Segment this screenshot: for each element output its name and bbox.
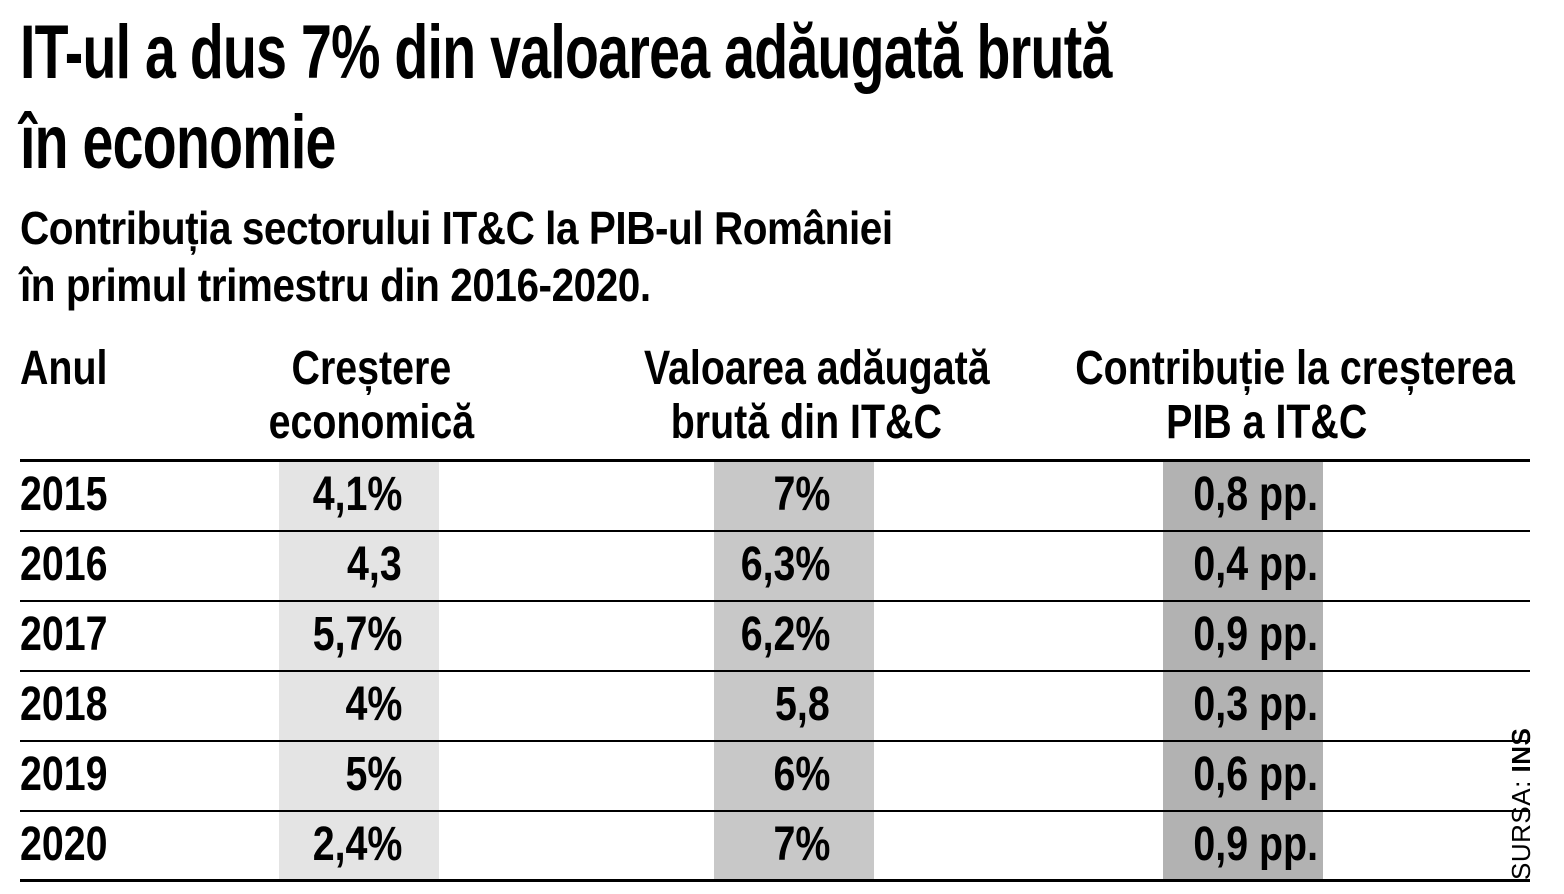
source-label: SURSA: (1506, 780, 1536, 880)
table-bottom-rule (20, 879, 1530, 882)
year-cell: 2017 (20, 608, 108, 661)
table-row: 2020 2,4% 7% 0,9 pp. (0, 810, 1564, 880)
row-rule (20, 530, 1530, 532)
growth-cell: 5,7% (312, 608, 402, 661)
chart-subtitle: Contribuția sectorului IT&C la PIB-ul Ro… (20, 200, 1012, 314)
source-credit: SURSA: INS (1506, 727, 1536, 880)
subtitle-line-2: în primul trimestru din 2016-2020. (20, 259, 651, 311)
vab-cell: 6,2% (740, 608, 830, 661)
row-rule (20, 600, 1530, 602)
col-header-contributie-pib: Contribuție la creșterea PIB a IT&C (1075, 342, 1515, 449)
growth-cell: 4,1% (312, 468, 402, 521)
page-title: IT-ul a dus 7% din valoarea adăugată bru… (20, 8, 1515, 188)
contrib-cell: 0,4 pp. (1193, 538, 1318, 591)
year-cell: 2018 (20, 678, 108, 731)
contrib-cell: 0,3 pp. (1193, 678, 1318, 731)
title-line-2: în economie (20, 100, 336, 185)
vab-cell: 6,3% (740, 538, 830, 591)
header-rule (20, 459, 1530, 462)
contrib-cell: 0,6 pp. (1193, 748, 1318, 801)
vab-cell: 6% (773, 748, 830, 801)
source-value: INS (1506, 727, 1536, 773)
contrib-cell: 0,9 pp. (1193, 818, 1318, 871)
col-header-valoarea-adaugata: Valoarea adăugată brută din IT&C (643, 342, 990, 449)
year-cell: 2019 (20, 748, 108, 801)
table-row: 2016 4,3 6,3% 0,4 pp. (0, 530, 1564, 600)
row-rule (20, 740, 1530, 742)
growth-cell: 4% (345, 678, 402, 731)
table-row: 2017 5,7% 6,2% 0,9 pp. (0, 600, 1564, 670)
year-cell: 2015 (20, 468, 108, 521)
year-cell: 2020 (20, 818, 108, 871)
row-rule (20, 670, 1530, 672)
col-header-anul: Anul (20, 342, 108, 395)
table-row: 2019 5% 6% 0,6 pp. (0, 740, 1564, 810)
title-line-1: IT-ul a dus 7% din valoarea adăugată bru… (20, 10, 1112, 95)
table-row: 2015 4,1% 7% 0,8 pp. (0, 460, 1564, 530)
contrib-cell: 0,8 pp. (1193, 468, 1318, 521)
vab-cell: 5,8 (775, 678, 830, 731)
col-header-crestere-economica: Creștere economică (268, 342, 474, 449)
vab-cell: 7% (773, 468, 830, 521)
growth-cell: 5% (345, 748, 402, 801)
contrib-cell: 0,9 pp. (1193, 608, 1318, 661)
row-rule (20, 810, 1530, 812)
subtitle-line-1: Contribuția sectorului IT&C la PIB-ul Ro… (20, 202, 893, 254)
table-row: 2018 4% 5,8 0,3 pp. (0, 670, 1564, 740)
year-cell: 2016 (20, 538, 108, 591)
vab-cell: 7% (773, 818, 830, 871)
growth-cell: 4,3 (347, 538, 402, 591)
growth-cell: 2,4% (312, 818, 402, 871)
